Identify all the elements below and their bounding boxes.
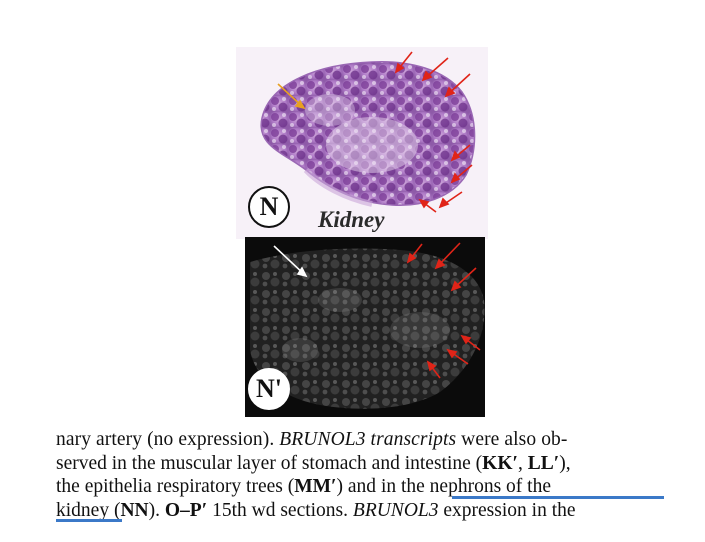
figure-caption: nary artery (no expression). BRUNOL3 tra… xyxy=(56,428,666,522)
highlighted-phrase: in the nephrons of the xyxy=(380,476,551,497)
orange-arrow xyxy=(277,83,306,110)
panel-label-n: N xyxy=(248,186,290,228)
red-arrows-top xyxy=(394,51,473,213)
caption-line-1: nary artery (no expression). BRUNOL3 tra… xyxy=(56,429,568,450)
caption-line-3: the epithelia respiratory trees (MM′) an… xyxy=(56,476,551,497)
figure-title: Kidney xyxy=(318,207,385,232)
kidney-tissue-darkfield xyxy=(250,248,485,409)
white-arrow xyxy=(273,245,308,278)
highlighted-word: kidney xyxy=(56,499,110,521)
figure-panels xyxy=(236,47,488,417)
highlight-underline-2 xyxy=(56,519,122,522)
tissue-pale-region xyxy=(326,117,418,173)
red-arrows-bottom xyxy=(406,242,481,379)
highlight-underline-1 xyxy=(452,496,664,499)
caption-line-2: served in the muscular layer of stomach … xyxy=(56,452,571,474)
panel-label-n-prime: N' xyxy=(248,368,290,410)
caption-line-4: kidney (NN). O–P′ 15th wd sections. BRUN… xyxy=(56,499,576,521)
